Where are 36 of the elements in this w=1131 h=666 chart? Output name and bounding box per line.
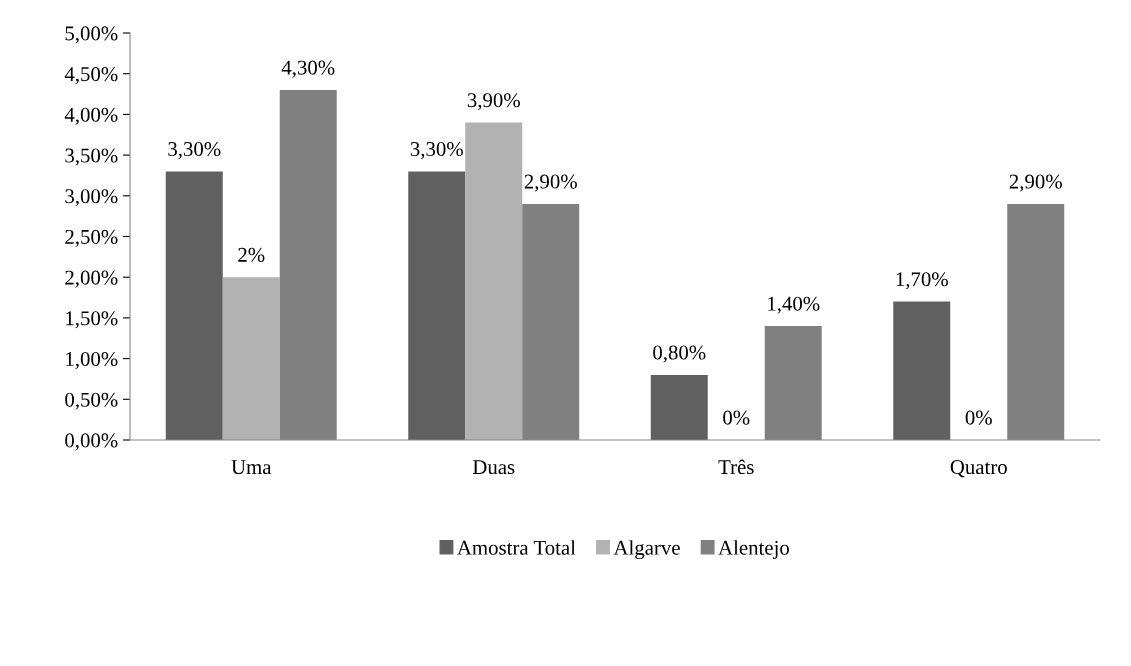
x-tick-label: Três (718, 459, 754, 475)
y-tick-label: 1,00% (66, 351, 118, 370)
x-tick-label: Quatro (950, 460, 1007, 478)
y-tick-label: 1,50% (66, 311, 118, 329)
data-label: 3,30% (168, 141, 221, 160)
data-label: 0% (723, 410, 750, 425)
legend-label: Amostra Total (457, 540, 576, 555)
data-label: 2,90% (524, 174, 577, 192)
y-tick-label: 2,00% (65, 270, 118, 288)
bar (650, 374, 708, 440)
bar (893, 301, 951, 440)
data-label: 3,90% (467, 93, 520, 111)
data-label: 0% (965, 410, 992, 425)
data-label: 2% (238, 247, 265, 262)
bar (222, 277, 280, 440)
data-label: 3,30% (410, 141, 463, 160)
data-label: 0,80% (653, 345, 706, 363)
x-tick-label: Uma (231, 460, 272, 475)
x-tick-label: Duas (472, 460, 515, 475)
bar (408, 171, 466, 440)
data-label: 1,70% (896, 272, 948, 290)
data-label: 1,40% (768, 296, 820, 314)
y-tick-label: 3,50% (65, 148, 118, 166)
y-tick-label: 4,00% (64, 107, 118, 125)
y-tick-label: 3,00% (65, 189, 118, 207)
legend-label: Algarve (613, 540, 680, 560)
y-tick-label: 0,50% (65, 392, 118, 410)
y-tick-label: 2,50% (65, 229, 118, 247)
legend-label: Alentejo (718, 540, 790, 560)
y-tick-label: 5,00% (65, 26, 118, 44)
bar (465, 122, 523, 440)
y-tick-label: 4,50% (64, 67, 118, 85)
data-label: 2,90% (1009, 174, 1062, 192)
data-label: 4,30% (281, 60, 335, 78)
bar (165, 171, 223, 440)
y-tick-label: 0,00% (65, 433, 118, 451)
